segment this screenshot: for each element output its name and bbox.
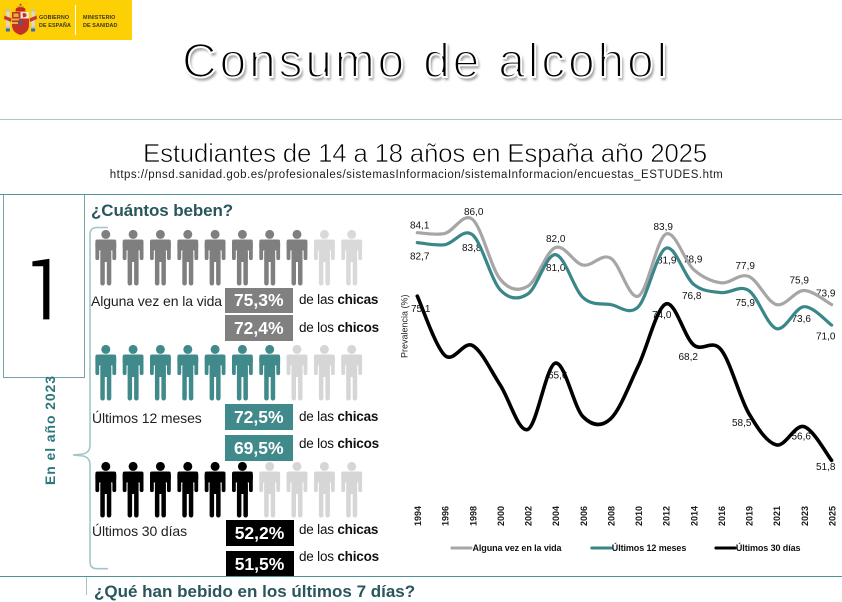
svg-text:Prevalencia (%): Prevalencia (%) [400,294,410,358]
svg-text:2016: 2016 [717,506,727,526]
svg-text:1996: 1996 [441,506,451,526]
svg-text:74,0: 74,0 [652,310,672,321]
svg-text:82,7: 82,7 [410,252,430,263]
svg-text:83,9: 83,9 [654,222,674,233]
svg-text:68,2: 68,2 [679,352,699,363]
svg-text:2021: 2021 [772,506,782,526]
svg-text:58,5: 58,5 [732,418,752,429]
svg-text:2014: 2014 [689,506,699,526]
svg-text:2012: 2012 [662,506,672,526]
svg-text:2004: 2004 [551,506,561,526]
svg-text:77,9: 77,9 [736,261,756,272]
svg-text:2025: 2025 [827,506,837,526]
svg-text:75,9: 75,9 [790,276,810,287]
svg-text:2002: 2002 [524,506,534,526]
svg-text:76,8: 76,8 [682,291,702,302]
svg-text:56,6: 56,6 [792,432,812,443]
svg-text:2000: 2000 [496,506,506,526]
svg-text:78,9: 78,9 [683,255,703,266]
svg-text:Últimos 12 meses: Últimos 12 meses [612,542,687,553]
svg-text:2006: 2006 [579,506,589,526]
svg-text:65,6: 65,6 [548,371,568,382]
svg-text:73,9: 73,9 [816,289,836,300]
svg-text:2008: 2008 [606,506,616,526]
svg-text:75,9: 75,9 [736,298,756,309]
svg-text:71,0: 71,0 [816,332,836,343]
svg-text:Últimos 30 días: Últimos 30 días [736,542,801,553]
svg-text:83,8: 83,8 [462,243,482,254]
svg-text:84,1: 84,1 [410,221,430,232]
svg-text:86,0: 86,0 [464,207,484,218]
svg-text:81,9: 81,9 [657,256,677,267]
svg-text:73,6: 73,6 [792,314,812,325]
svg-text:1994: 1994 [413,506,423,526]
svg-text:82,0: 82,0 [546,234,566,245]
svg-text:Alguna vez en la vida: Alguna vez en la vida [473,543,563,553]
svg-text:2023: 2023 [800,506,810,526]
svg-text:81,0: 81,0 [546,263,566,274]
svg-text:51,8: 51,8 [816,462,836,473]
svg-text:2019: 2019 [745,506,755,526]
svg-text:1998: 1998 [468,506,478,526]
svg-text:2010: 2010 [634,506,644,526]
